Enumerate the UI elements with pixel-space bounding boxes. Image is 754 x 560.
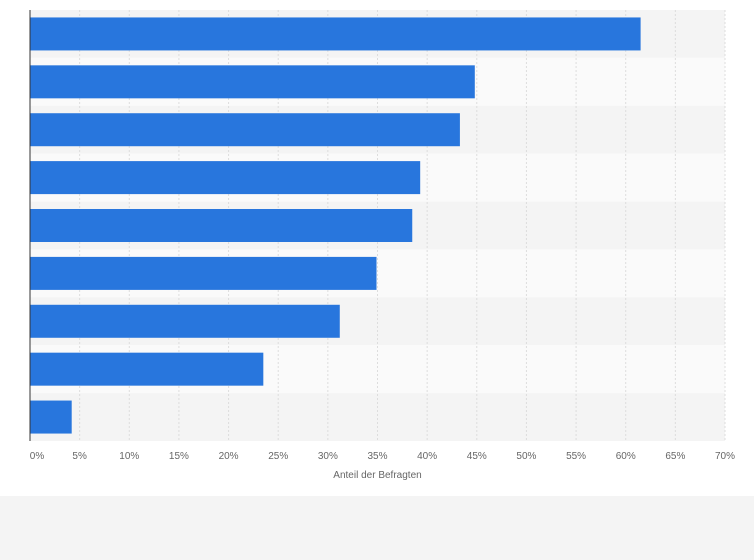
x-tick-label: 50% <box>516 451 536 462</box>
x-tick-label: 30% <box>318 451 338 462</box>
x-tick-label: 70% <box>715 451 735 462</box>
x-tick-label: 40% <box>417 451 437 462</box>
bar <box>30 209 413 242</box>
x-tick-label: 5% <box>72 451 87 462</box>
x-tick-label: 65% <box>665 451 685 462</box>
x-tick-labels: 0% 5% 10% 15% 20% 25% 30% 35% 40% 45% 50% 55% 60% 65%… <box>30 451 735 462</box>
x-tick-label: 10% <box>119 451 139 462</box>
x-tick-label: 15% <box>169 451 189 462</box>
x-tick-label: 60% <box>616 451 636 462</box>
bar <box>30 65 475 99</box>
x-tick-label: 35% <box>367 451 387 462</box>
x-tick-label: 0% <box>30 451 45 462</box>
bar <box>30 113 460 147</box>
x-tick-label: 25% <box>268 451 288 462</box>
x-axis-title: Anteil der Befragten <box>333 470 421 481</box>
bar <box>30 400 72 434</box>
bar <box>30 17 641 51</box>
bar <box>30 352 264 386</box>
x-tick-label: 45% <box>467 451 487 462</box>
bars <box>30 17 641 434</box>
row-band <box>30 393 725 441</box>
bar-chart: 0% 5% 10% 15% 20% 25% 30% 35% 40% 45% 50% 55% 60% 65%… <box>29 10 735 481</box>
x-tick-label: 20% <box>219 451 239 462</box>
bar <box>30 304 340 338</box>
bar <box>30 161 421 195</box>
x-tick-label: 55% <box>566 451 586 462</box>
bar <box>30 256 377 290</box>
